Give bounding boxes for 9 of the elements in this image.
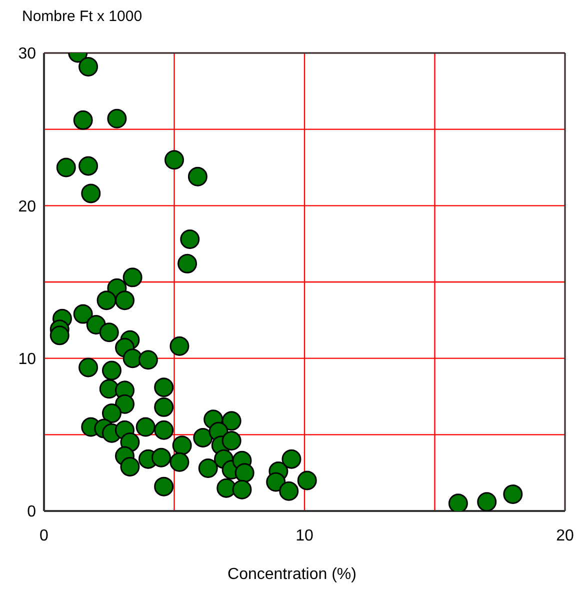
y-tick-label: 30 bbox=[18, 46, 36, 63]
y-tick-label: 10 bbox=[18, 351, 36, 368]
x-tick-label: 10 bbox=[296, 527, 314, 544]
y-tick-label: 20 bbox=[18, 198, 36, 216]
y-tick-label: 0 bbox=[27, 504, 36, 521]
x-tick-label: 0 bbox=[40, 527, 49, 544]
x-axis-title: Concentration (%) bbox=[226, 566, 358, 584]
x-tick-label: 20 bbox=[556, 527, 574, 544]
y-axis-title: Nombre Ft x 1000 bbox=[22, 8, 142, 25]
